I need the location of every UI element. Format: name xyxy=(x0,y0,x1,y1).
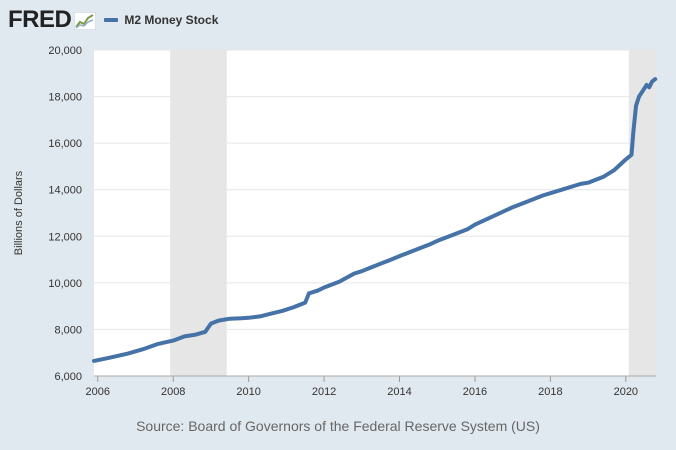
recession-shading xyxy=(170,50,656,376)
fred-logo-graph-icon xyxy=(74,12,97,30)
x-tick-label: 2012 xyxy=(312,386,336,398)
y-tick-label: 12,000 xyxy=(48,231,82,243)
recession-band-2 xyxy=(628,50,656,376)
series-line-m2 xyxy=(92,77,658,363)
x-tick-label: 2020 xyxy=(614,386,638,398)
source-note: Source: Board of Governors of the Federa… xyxy=(136,418,540,434)
series-layer xyxy=(92,77,658,363)
x-axis-ticks: 2006 2008 2010 2012 2014 2016 2018 2020 xyxy=(86,375,656,398)
fred-logo: FRED xyxy=(8,6,72,33)
y-axis-title: Billions of Dollars xyxy=(13,170,25,255)
header: FRED M2 Money Stock xyxy=(8,6,218,34)
legend: M2 Money Stock xyxy=(104,13,218,27)
x-tick-label: 2014 xyxy=(387,386,411,398)
y-tick-label: 20,000 xyxy=(48,45,82,57)
y-tick-label: 16,000 xyxy=(48,138,82,150)
x-tick-label: 2016 xyxy=(463,386,487,398)
y-tick-label: 6,000 xyxy=(54,371,82,383)
x-tick-label: 2008 xyxy=(161,386,185,398)
x-tick-label: 2006 xyxy=(86,386,110,398)
y-tick-label: 18,000 xyxy=(48,92,82,104)
x-tick-label: 2010 xyxy=(236,386,260,398)
x-tick-label: 2018 xyxy=(538,386,562,398)
y-tick-label: 10,000 xyxy=(48,278,82,290)
y-axis-ticks: 6,000 8,000 10,000 12,000 14,000 16,000 18,000… xyxy=(48,45,82,383)
y-tick-label: 14,000 xyxy=(48,185,82,197)
legend-swatch xyxy=(104,18,119,22)
legend-label: M2 Money Stock xyxy=(124,13,219,27)
y-tick-label: 8,000 xyxy=(54,324,82,336)
recession-band-1 xyxy=(170,50,227,376)
